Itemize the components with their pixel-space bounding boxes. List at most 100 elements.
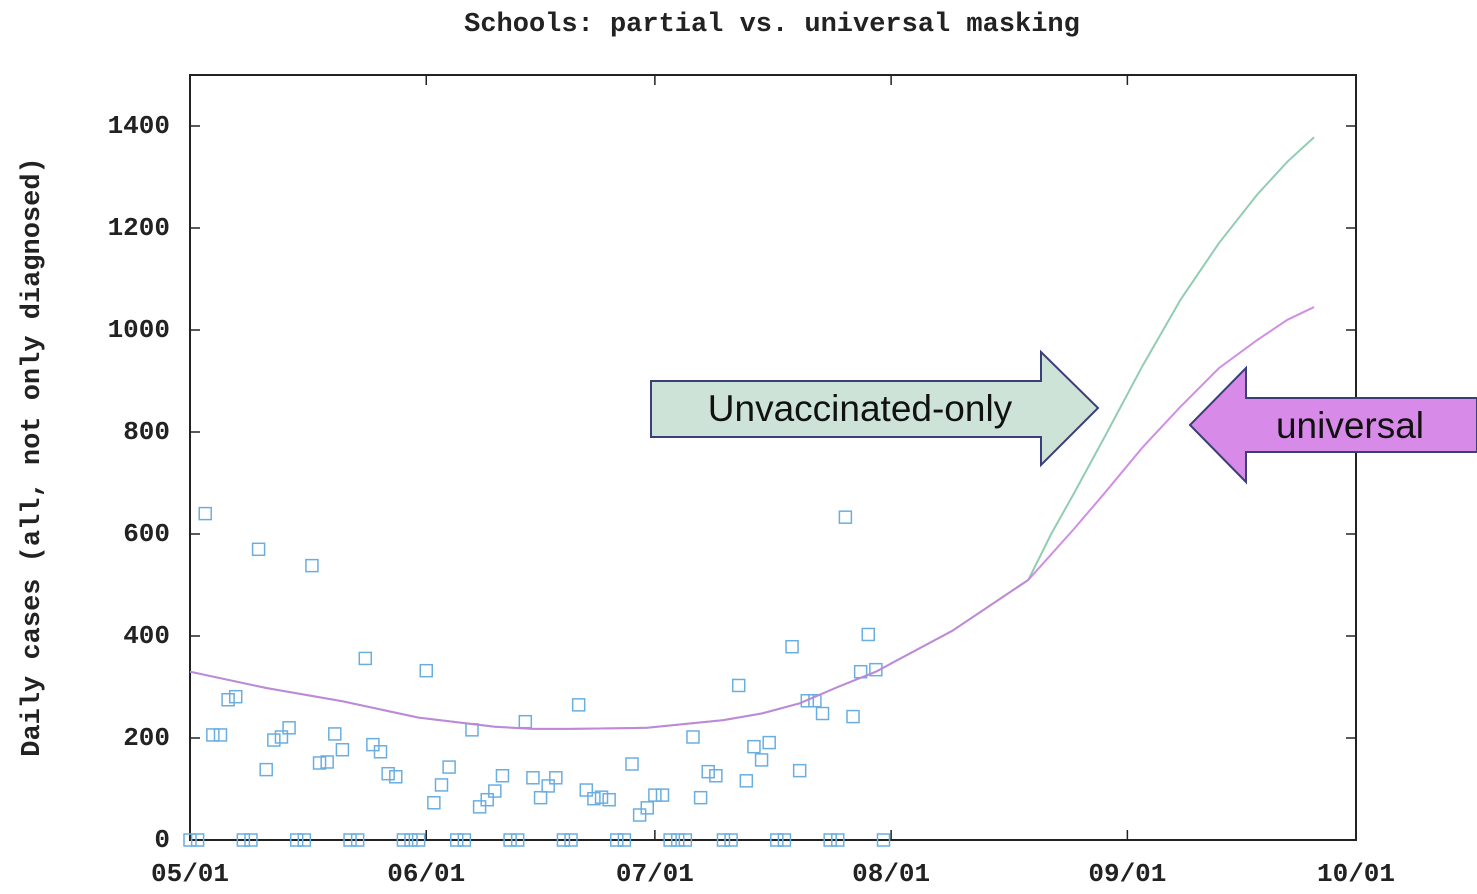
data-point [488,784,502,798]
data-point [335,742,350,757]
data-point [442,760,456,774]
data-point [198,506,212,521]
data-point [739,774,754,788]
data-point [617,833,632,847]
data-point [610,833,624,847]
plot-frame [189,74,1357,841]
data-point [724,833,738,847]
data-point [800,694,815,708]
y-tick-label: 1000 [108,315,170,345]
data-point [389,770,403,784]
series-line [189,306,1315,730]
data-point [541,779,555,793]
data-point [495,768,510,783]
data-point [289,833,304,847]
x-tick-label: 07/01 [616,859,694,889]
data-point [465,723,479,737]
data-point [518,714,533,729]
data-point [648,788,662,802]
data-point [693,790,708,805]
data-point [579,783,594,797]
data-point [754,753,769,767]
data-point [815,706,830,721]
data-point [663,833,677,847]
x-tick-label: 08/01 [852,859,930,889]
y-axis-label: Daily cases (all, not only diagnosed) [18,157,48,757]
data-point [640,801,655,815]
x-tick-label: 06/01 [387,859,465,889]
data-point [190,833,205,847]
data-point [876,833,891,847]
data-point [434,778,449,792]
data-point [503,833,517,847]
data-point [777,833,792,847]
data-point [785,639,799,654]
data-point [655,788,670,802]
data-point [701,764,715,779]
annotation-arrow [650,349,1100,468]
data-point [564,833,578,847]
data-point [411,833,426,847]
data-point [869,662,883,677]
data-point [396,833,411,847]
data-point [213,728,228,742]
data-point [762,735,776,750]
data-point [236,833,251,847]
annotation-arrow [1188,365,1477,485]
data-point [366,737,380,752]
data-point [305,558,319,573]
data-point [328,727,342,741]
data-point [183,833,197,847]
y-tick-label: 200 [123,723,170,753]
data-point [449,833,464,847]
data-point [587,791,601,806]
data-point [533,790,548,805]
data-point [792,763,807,778]
x-tick-label: 09/01 [1088,859,1166,889]
data-point [549,771,563,785]
x-tick-label: 05/01 [151,859,229,889]
data-point [358,651,373,666]
data-point [808,694,822,708]
data-point [373,745,388,759]
data-point [838,510,853,524]
data-point [320,755,334,769]
y-tick-label: 1200 [108,213,170,243]
data-point [251,542,266,557]
chart-title: Schools: partial vs. universal masking [464,10,1080,40]
data-point [457,833,472,847]
y-tick-label: 1400 [108,111,170,141]
data-point [823,833,837,847]
data-point [594,790,609,804]
annotation: universal [1276,405,1424,446]
data-point [770,833,784,847]
data-point [556,833,571,847]
data-point [480,792,494,807]
data-point [206,728,220,742]
data-point [427,796,441,810]
data-point [678,833,693,847]
data-point [846,709,860,724]
data-point [297,833,312,847]
data-point [259,762,273,777]
data-point [861,627,876,642]
data-point [274,730,289,744]
data-point [716,833,731,847]
data-point [312,756,327,770]
data-point [381,766,395,781]
data-point [632,808,647,822]
data-point [670,833,685,847]
data-point [282,721,296,735]
y-tick-label: 600 [123,519,170,549]
data-point [747,739,761,754]
annotation: Unvaccinated-only [708,388,1013,429]
y-tick-label: 0 [154,825,170,855]
data-point [602,792,616,807]
data-point [709,768,723,783]
data-point [343,833,357,847]
data-point [404,833,418,847]
data-point [510,833,525,847]
y-tick-label: 800 [123,417,170,447]
